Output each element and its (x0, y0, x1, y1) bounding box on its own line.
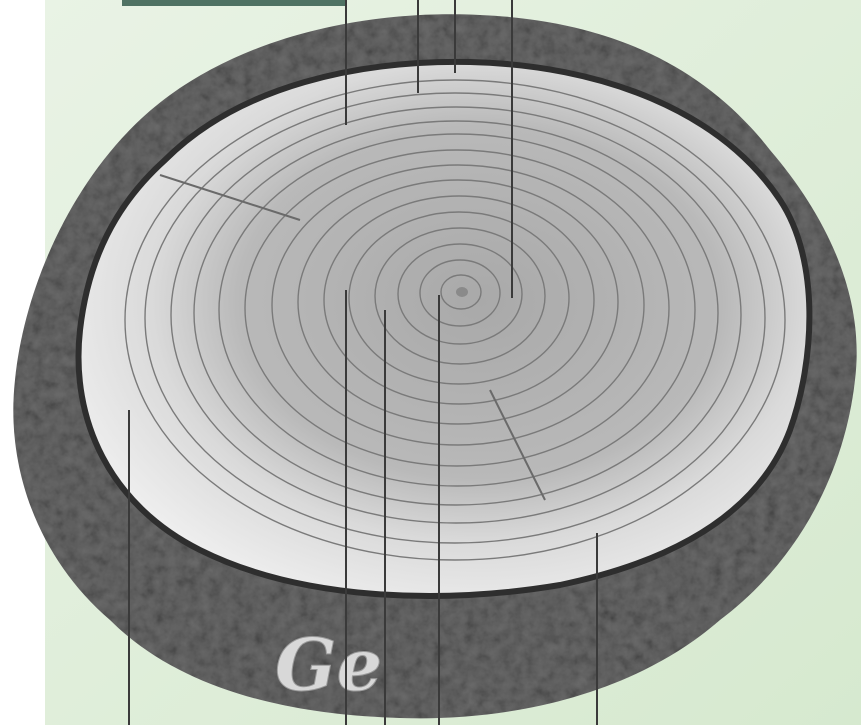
carving: Ge (275, 622, 382, 707)
growth-rings (124, 79, 786, 561)
header-bar (122, 0, 345, 6)
leader-lines (128, 0, 598, 725)
wood (75, 58, 813, 599)
cracks (159, 174, 546, 501)
pith (456, 287, 468, 297)
